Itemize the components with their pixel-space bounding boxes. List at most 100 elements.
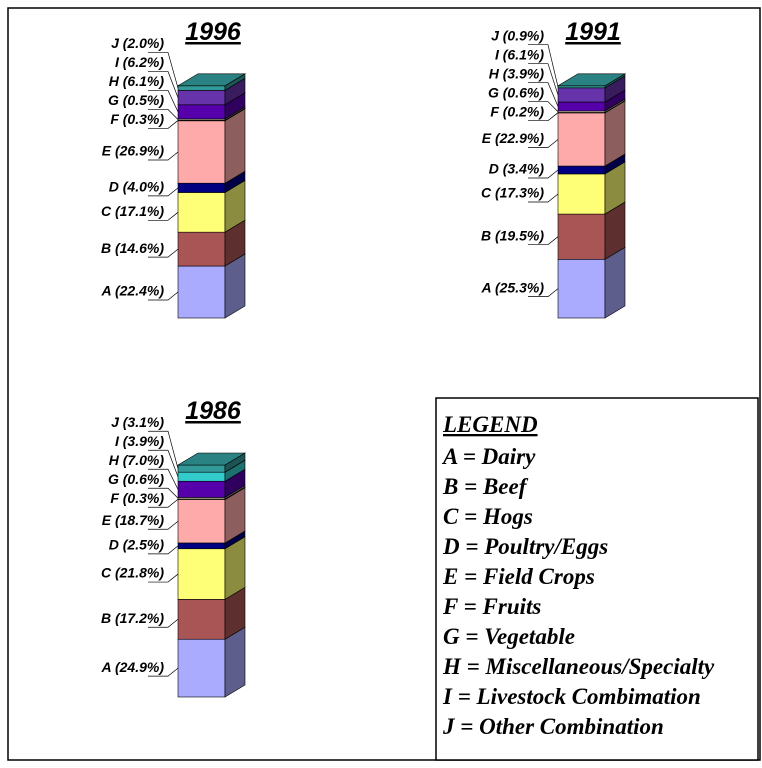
data-label: F (0.3%) xyxy=(110,111,164,127)
bar-segment xyxy=(557,213,606,260)
leader-line xyxy=(148,498,179,508)
chart-title: 1986 xyxy=(185,397,242,425)
legend-entry: D = Poultry/Eggs xyxy=(442,534,608,559)
data-label: B (19.5%) xyxy=(481,227,544,243)
bar-segment xyxy=(177,265,226,319)
chart-title: 1996 xyxy=(185,18,242,46)
bar-top xyxy=(556,73,627,87)
leader-line xyxy=(148,120,179,129)
leader-line xyxy=(528,169,559,179)
leader-line xyxy=(148,248,179,258)
bar-segment xyxy=(177,182,226,193)
leader-line xyxy=(148,187,179,197)
data-label: J (2.0%) xyxy=(111,35,164,51)
data-label: A (22.4%) xyxy=(100,283,164,299)
data-label: G (0.6%) xyxy=(488,84,544,100)
leader-line xyxy=(528,288,559,298)
legend-entry: I = Livestock Combimation xyxy=(442,684,701,709)
bar-segment xyxy=(177,192,226,233)
leader-line xyxy=(148,430,179,469)
data-label: H (3.9%) xyxy=(489,65,545,81)
data-label: E (18.7%) xyxy=(102,512,165,528)
leader-line xyxy=(148,520,179,530)
bar-segment xyxy=(557,112,606,167)
leader-line xyxy=(148,71,179,98)
legend-entry: E = Field Crops xyxy=(442,564,595,589)
legend-entry: B = Beef xyxy=(442,474,529,499)
data-label: G (0.6%) xyxy=(108,471,164,487)
bar-segment xyxy=(557,165,606,175)
data-label: C (17.1%) xyxy=(101,203,164,219)
bar-segment xyxy=(177,599,226,640)
leader-line xyxy=(148,212,179,221)
leader-line xyxy=(528,236,559,246)
data-label: J (0.9%) xyxy=(491,27,544,43)
bar-segment xyxy=(177,548,226,600)
data-label: I (6.1%) xyxy=(495,46,544,62)
bar-segment xyxy=(557,259,606,319)
data-label: D (3.4%) xyxy=(489,161,545,177)
frame xyxy=(7,7,761,761)
bar-segment xyxy=(177,471,226,482)
legend-entry: C = Hogs xyxy=(443,504,533,529)
data-label: H (6.1%) xyxy=(109,73,165,89)
bar-segment xyxy=(177,542,226,550)
data-label: E (26.9%) xyxy=(102,143,165,159)
legend-entry: F = Fruits xyxy=(442,594,541,619)
leader-line xyxy=(148,109,179,120)
chart-title: 1991 xyxy=(565,18,621,46)
leader-line xyxy=(148,449,179,477)
data-label: I (3.9%) xyxy=(115,433,164,449)
bar-segment xyxy=(557,101,606,112)
data-label: F (0.2%) xyxy=(490,103,544,119)
bar-segment xyxy=(177,104,226,120)
legend-box xyxy=(435,397,759,761)
legend-entry: G = Vegetable xyxy=(443,624,575,649)
bar-segment xyxy=(177,480,226,498)
bar-segment xyxy=(557,173,606,215)
bar-segment xyxy=(177,85,226,91)
leader-line xyxy=(148,468,179,490)
data-label: I (6.2%) xyxy=(115,54,164,70)
bar-top xyxy=(176,73,247,87)
leader-line xyxy=(528,101,559,112)
leader-line xyxy=(148,545,179,555)
leader-line xyxy=(148,52,179,89)
legend-title: LEGEND xyxy=(442,412,538,437)
leader-line xyxy=(148,90,179,113)
data-label: J (3.1%) xyxy=(111,414,164,430)
data-label: D (2.5%) xyxy=(109,537,165,553)
bar-top xyxy=(176,452,247,466)
leader-line xyxy=(148,291,179,301)
data-label: B (17.2%) xyxy=(101,610,164,626)
legend-entry: H = Miscellaneous/Specialty xyxy=(442,654,715,679)
leader-line xyxy=(148,487,179,499)
data-label: E (22.9%) xyxy=(482,130,545,146)
leader-line xyxy=(528,63,559,96)
bar-segment xyxy=(177,464,226,473)
bar-side xyxy=(604,246,626,319)
leader-line xyxy=(148,619,179,628)
legend-entry: J = Other Combination xyxy=(442,714,664,739)
data-label: C (21.8%) xyxy=(101,565,164,581)
bar-segment xyxy=(177,638,226,698)
leader-line xyxy=(528,44,559,87)
bar-side xyxy=(224,108,246,184)
leader-line xyxy=(148,573,179,583)
bar-segment xyxy=(177,120,226,184)
data-label: D (4.0%) xyxy=(109,179,165,195)
leader-line xyxy=(148,667,179,677)
leader-line xyxy=(148,151,179,161)
leader-line xyxy=(528,82,559,107)
data-label: C (17.3%) xyxy=(481,185,544,201)
bar-segment xyxy=(177,90,226,106)
data-label: B (14.6%) xyxy=(101,240,164,256)
legend-entry: A = Dairy xyxy=(441,444,536,469)
data-label: A (25.3%) xyxy=(480,279,544,295)
data-label: H (7.0%) xyxy=(109,452,165,468)
leader-line xyxy=(528,139,559,148)
data-label: G (0.5%) xyxy=(108,92,164,108)
bar-segment xyxy=(177,499,226,544)
leader-line xyxy=(528,112,559,122)
